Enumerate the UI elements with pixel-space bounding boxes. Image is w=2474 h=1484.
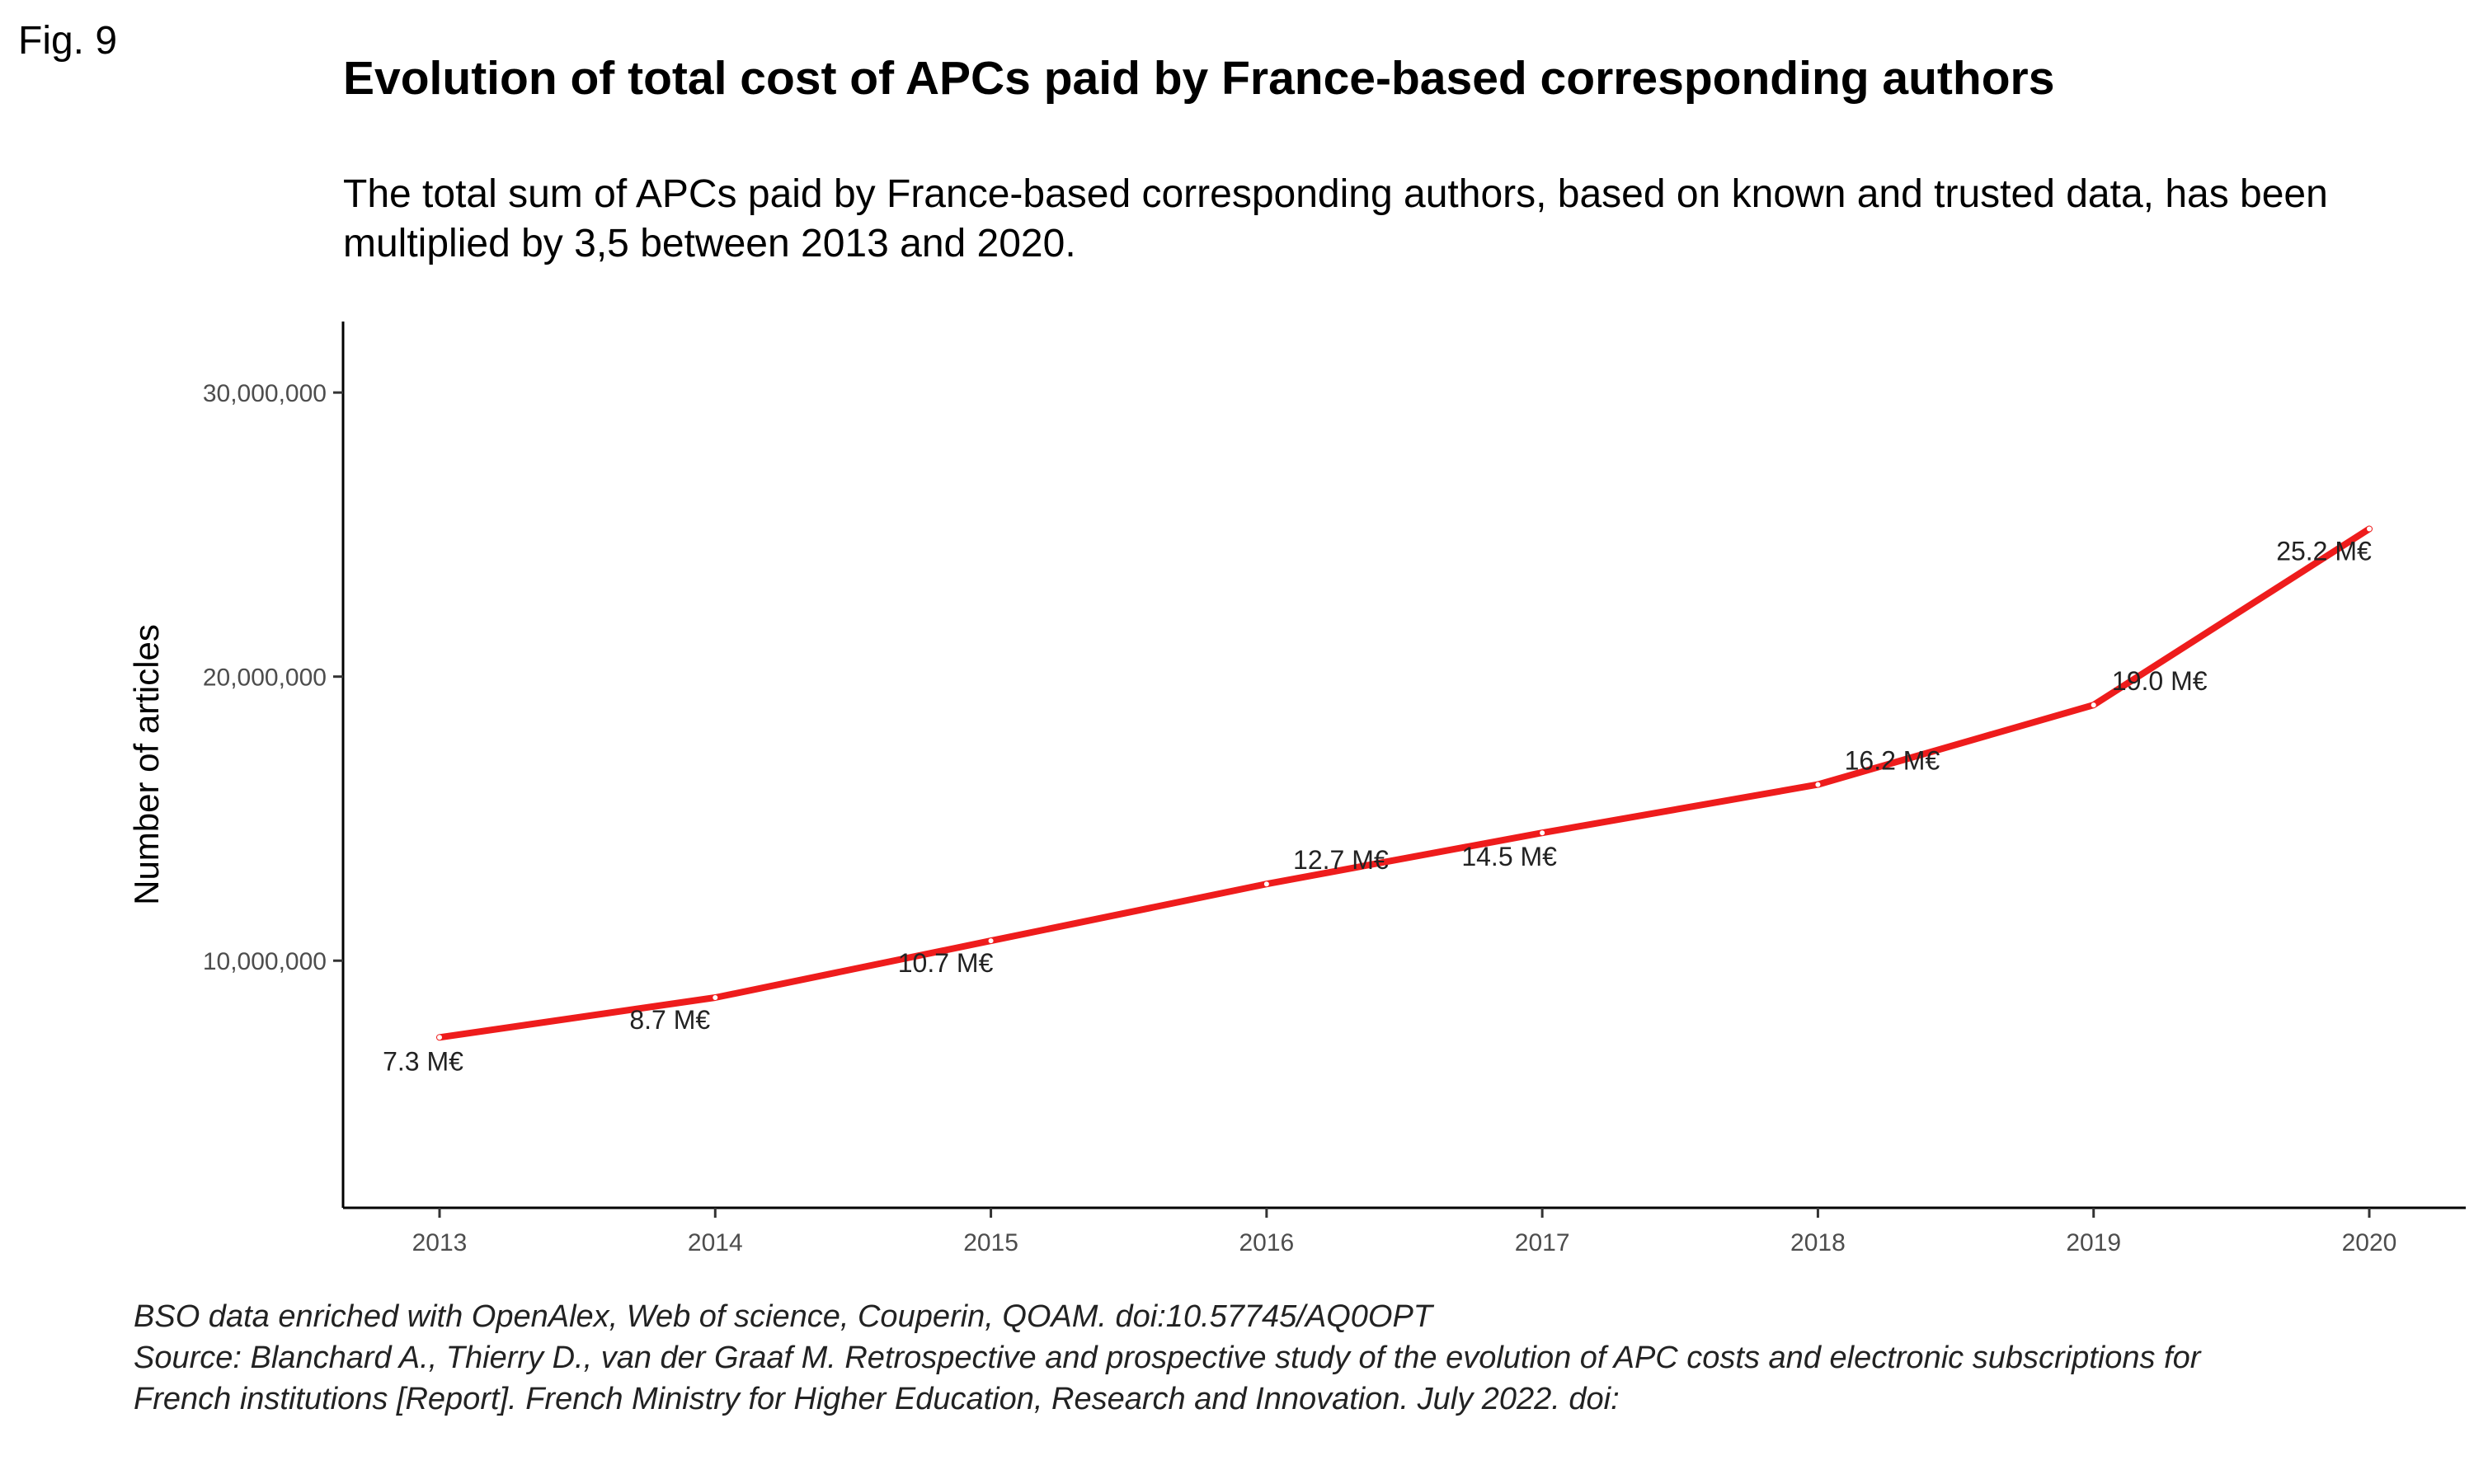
caption-line: Source: Blanchard A., Thierry D., van de…: [134, 1341, 2201, 1375]
data-label: 8.7 M€: [629, 1005, 710, 1035]
x-tick-label: 2019: [2066, 1229, 2121, 1256]
x-tick-label: 2016: [1239, 1229, 1294, 1256]
data-label: 25.2 M€: [2276, 537, 2372, 566]
chart-subtitle: The total sum of APCs paid by France-bas…: [343, 172, 2328, 265]
x-tick-label: 2018: [1790, 1229, 1846, 1256]
y-tick-label: 10,000,000: [203, 948, 327, 975]
data-label: 7.3 M€: [383, 1046, 463, 1076]
chart-data-labels: 7.3 M€ 8.7 M€ 10.7 M€ 12.7 M€ 14.5 M€ 16.2 M€…: [383, 537, 2372, 1077]
data-point: [2091, 702, 2096, 708]
x-tick-label: 2020: [2342, 1229, 2397, 1256]
data-point: [2367, 526, 2372, 532]
caption-line: French institutions [Report]. French Min…: [134, 1382, 1620, 1416]
y-tick-label: 20,000,000: [203, 665, 327, 692]
data-label: 12.7 M€: [1293, 845, 1389, 875]
chart-axes: 10,000,000 20,000,000 30,000,000 2013 2014 20…: [127, 322, 2466, 1256]
caption-line: BSO data enriched with OpenAlex, Web of …: [134, 1299, 1433, 1334]
y-tick-label: 30,000,000: [203, 380, 327, 407]
data-point: [1815, 782, 1821, 787]
data-label: 10.7 M€: [898, 948, 994, 978]
series-line: [436, 525, 2373, 1041]
data-point: [1263, 881, 1269, 887]
data-label: 19.0 M€: [2112, 666, 2208, 696]
data-point: [713, 995, 718, 1001]
data-label: 16.2 M€: [1845, 746, 1940, 776]
data-point: [437, 1035, 442, 1040]
x-tick-label: 2015: [963, 1229, 1018, 1256]
data-point: [1540, 830, 1545, 836]
data-point: [988, 938, 994, 944]
chart-series: [436, 525, 2373, 1041]
x-tick-label: 2014: [688, 1229, 743, 1256]
chart-caption: BSO data enriched with OpenAlex, Web of …: [134, 1296, 2443, 1420]
figure-label: Fig. 9: [18, 19, 118, 63]
chart-title: Evolution of total cost of APCs paid by …: [343, 52, 2055, 105]
x-tick-label: 2013: [412, 1229, 468, 1256]
data-label: 14.5 M€: [1461, 842, 1557, 871]
y-axis-title: Number of articles: [127, 624, 166, 905]
x-tick-label: 2017: [1515, 1229, 1570, 1256]
